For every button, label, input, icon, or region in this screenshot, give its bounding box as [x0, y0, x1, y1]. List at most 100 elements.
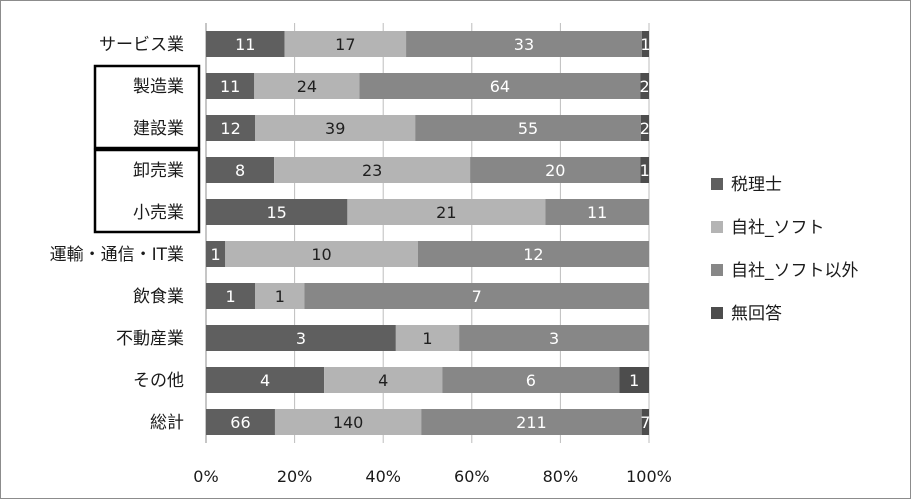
bar-segment [545, 199, 649, 225]
category-label: その他 [133, 371, 184, 391]
legend-label: 自社_ソフト以外 [731, 261, 859, 281]
data-label: 4 [260, 371, 270, 390]
data-label: 10 [311, 245, 331, 264]
bar-segment [206, 283, 256, 309]
bar-segment [640, 157, 649, 183]
data-label: 11 [587, 203, 607, 222]
data-label: 55 [518, 119, 538, 138]
bar-segment [395, 325, 460, 351]
category-label: 不動産業 [116, 329, 184, 349]
data-label: 21 [436, 203, 456, 222]
data-label: 64 [490, 77, 510, 96]
bar-segment [284, 31, 407, 57]
legend-swatch [711, 307, 723, 319]
data-label: 11 [220, 77, 240, 96]
bar-segment [640, 115, 649, 141]
legend-label: 無回答 [731, 304, 782, 324]
data-label: 15 [267, 203, 287, 222]
data-label: 23 [362, 161, 382, 180]
data-label: 1 [629, 371, 639, 390]
legend-swatch [711, 221, 723, 233]
data-label: 11 [235, 35, 255, 54]
data-label: 211 [516, 413, 547, 432]
category-label: 建設業 [133, 119, 184, 139]
bar-segment [274, 409, 422, 435]
data-label: 66 [230, 413, 250, 432]
data-label: 24 [297, 77, 317, 96]
bar-segment [255, 115, 416, 141]
bar-segment [206, 199, 348, 225]
x-tick-label: 60% [454, 467, 490, 486]
data-label: 39 [325, 119, 345, 138]
legend-label: 税理士 [731, 175, 782, 195]
data-label: 3 [549, 329, 559, 348]
bar-segment [641, 31, 649, 57]
bar-segment [206, 409, 275, 435]
data-label: 33 [514, 35, 534, 54]
bar-segment [442, 367, 620, 393]
category-label: 運輸・通信・IT業 [50, 245, 184, 265]
bar-segment [254, 73, 360, 99]
data-label: 2 [640, 119, 650, 138]
category-label: サービス業 [99, 35, 184, 55]
data-label: 1 [640, 35, 650, 54]
legend-swatch [711, 178, 723, 190]
bar-segment [406, 31, 642, 57]
bar-segment [324, 367, 443, 393]
bar-segment [619, 367, 649, 393]
bar-segment [206, 157, 275, 183]
category-group-box [93, 64, 201, 150]
bar-segment [206, 31, 285, 57]
legend-swatch [711, 264, 723, 276]
bar-segment [206, 115, 256, 141]
bar-segment [304, 283, 649, 309]
data-label: 6 [526, 371, 536, 390]
bar-segment [641, 409, 649, 435]
bar-segment [255, 283, 305, 309]
data-label: 3 [296, 329, 306, 348]
bar-segment [206, 325, 396, 351]
bar-segment [640, 73, 649, 99]
bar-segment [421, 409, 642, 435]
bar-segment [206, 241, 226, 267]
category-label: 製造業 [133, 77, 184, 97]
data-label: 1 [211, 245, 221, 264]
x-tick-label: 0% [193, 467, 218, 486]
data-label: 1 [275, 287, 285, 306]
data-label: 1 [226, 287, 236, 306]
data-label: 4 [378, 371, 388, 390]
bar-segment [359, 73, 641, 99]
legend-label: 自社_ソフト [731, 218, 825, 238]
data-label: 12 [523, 245, 543, 264]
data-label: 1 [640, 161, 650, 180]
data-label: 8 [235, 161, 245, 180]
bar-segment [470, 157, 641, 183]
bar-segment [225, 241, 418, 267]
category-label: 飲食業 [133, 287, 184, 307]
data-label: 140 [333, 413, 364, 432]
data-label: 1 [422, 329, 432, 348]
data-label: 7 [472, 287, 482, 306]
data-label: 17 [335, 35, 355, 54]
data-label: 12 [220, 119, 240, 138]
bar-segment [415, 115, 641, 141]
data-label: 2 [640, 77, 650, 96]
category-label: 卸売業 [133, 161, 184, 181]
bar-segment [417, 241, 649, 267]
data-label: 7 [640, 413, 650, 432]
data-label: 20 [545, 161, 565, 180]
x-tick-label: 80% [543, 467, 579, 486]
bar-segment [347, 199, 546, 225]
x-tick-label: 20% [277, 467, 313, 486]
x-tick-label: 40% [365, 467, 401, 486]
category-group-box [93, 148, 201, 234]
x-tick-label: 100% [626, 467, 672, 486]
bar-segment [206, 367, 325, 393]
category-label: 小売業 [133, 203, 184, 223]
bar-segment [206, 73, 255, 99]
bar-segment [459, 325, 649, 351]
category-label: 総計 [150, 413, 184, 433]
bar-segment [274, 157, 471, 183]
